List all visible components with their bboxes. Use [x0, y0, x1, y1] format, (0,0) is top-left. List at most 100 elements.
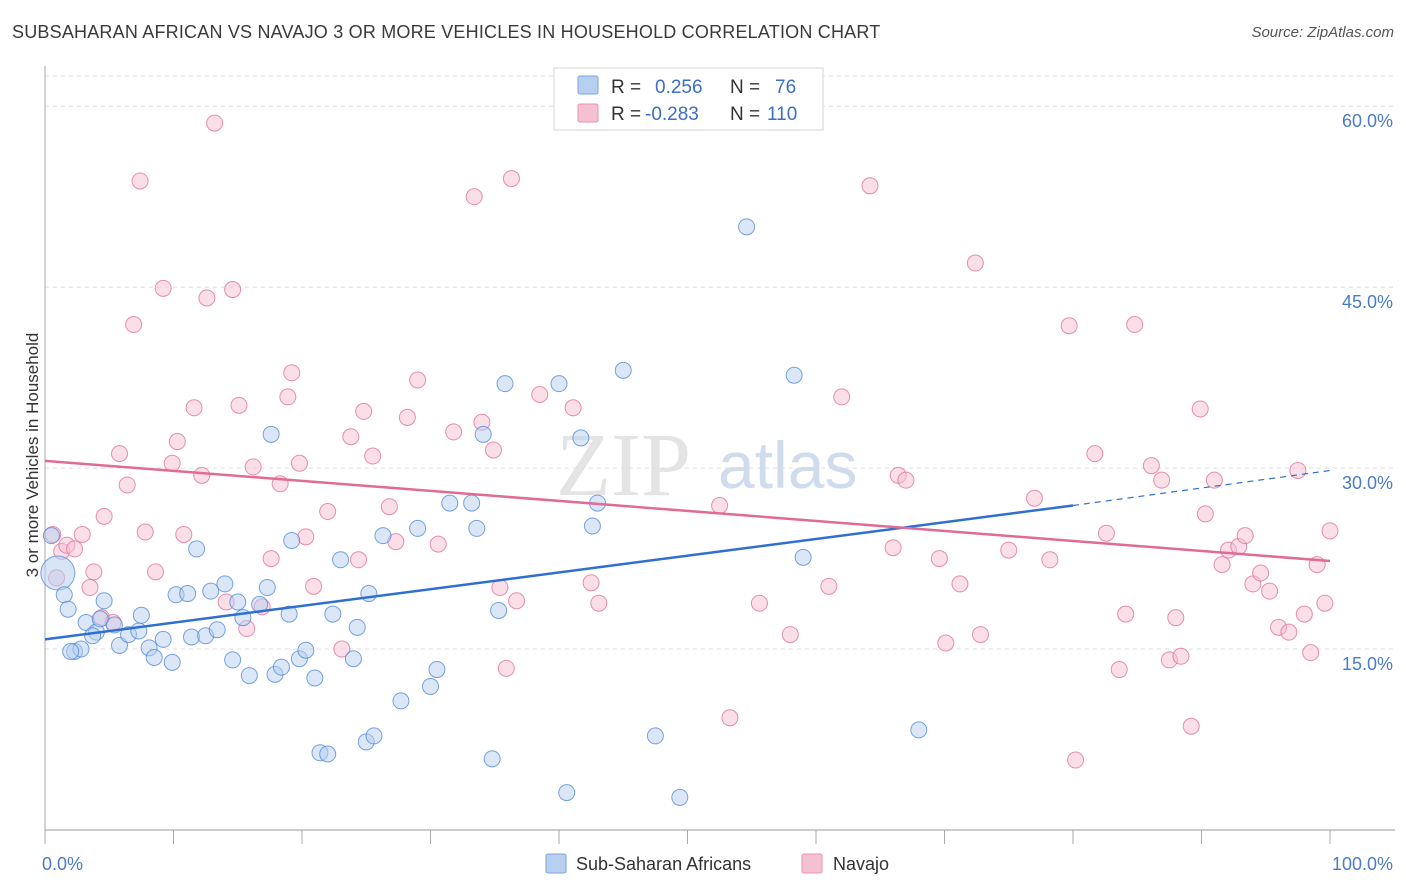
point-navajo: [163, 454, 181, 472]
point-navajo: [131, 172, 149, 190]
point-navajo: [711, 496, 729, 514]
point-subsaharan: [583, 517, 601, 535]
point-subsaharan: [95, 592, 113, 610]
point-navajo: [1172, 647, 1190, 665]
point-subsaharan: [474, 425, 492, 443]
series-legend: Sub-Saharan Africans Navajo: [545, 853, 889, 874]
point-subsaharan: [332, 551, 350, 569]
point-navajo: [168, 433, 186, 451]
point-navajo: [398, 408, 416, 426]
point-navajo: [1196, 505, 1214, 523]
point-subsaharan: [572, 429, 590, 447]
point-navajo: [930, 550, 948, 568]
bottom-legend-label-1: Sub-Saharan Africans: [576, 854, 751, 874]
point-navajo: [154, 279, 172, 297]
y-axis-label: 3 or more Vehicles in Household: [23, 333, 42, 578]
point-navajo: [125, 316, 143, 334]
legend-swatch-blue: [577, 75, 599, 95]
point-subsaharan: [794, 548, 812, 566]
point-navajo: [81, 579, 99, 597]
point-subsaharan: [463, 494, 481, 512]
point-navajo: [564, 399, 582, 417]
gridlines: [45, 75, 1395, 650]
point-navajo: [1252, 564, 1270, 582]
legend-r-label-2: R =: [611, 104, 641, 125]
point-navajo: [111, 445, 129, 463]
point-subsaharan: [348, 618, 366, 636]
point-subsaharan: [738, 218, 756, 236]
point-subsaharan: [319, 745, 337, 763]
point-navajo: [1316, 594, 1334, 612]
point-navajo: [409, 371, 427, 389]
point-subsaharan: [224, 651, 242, 669]
point-navajo: [1126, 316, 1144, 334]
point-navajo: [305, 577, 323, 595]
point-navajo: [861, 177, 879, 195]
point-subsaharan: [280, 605, 298, 623]
point-subsaharan: [496, 375, 514, 393]
point-subsaharan: [550, 375, 568, 393]
trend-line-subsaharan-extension: [1072, 469, 1331, 507]
point-subsaharan: [283, 531, 301, 549]
point-subsaharan: [441, 494, 459, 512]
point-navajo: [290, 454, 308, 472]
trend-lines: [44, 459, 1331, 641]
point-subsaharan: [202, 582, 220, 600]
point-navajo: [350, 551, 368, 569]
point-navajo: [429, 535, 447, 553]
point-navajo: [279, 388, 297, 406]
point-navajo: [1025, 489, 1043, 507]
point-subsaharan: [91, 610, 109, 628]
legend-n-label-1: N =: [730, 77, 760, 98]
x-tick-label-min: 0.0%: [42, 854, 83, 874]
point-navajo: [1167, 609, 1185, 627]
point-navajo: [333, 640, 351, 658]
point-subsaharan: [179, 585, 197, 603]
point-subsaharan: [297, 641, 315, 659]
point-navajo: [937, 634, 955, 652]
legend-n-value-1: 76: [775, 77, 796, 98]
point-navajo: [750, 594, 768, 612]
point-navajo: [1205, 471, 1223, 489]
point-navajo: [1086, 445, 1104, 463]
point-subsaharan: [240, 667, 258, 685]
bottom-legend-swatch-blue: [545, 853, 567, 874]
point-navajo: [73, 525, 91, 543]
point-navajo: [1321, 522, 1339, 540]
point-navajo: [244, 458, 262, 476]
point-navajo: [1097, 524, 1115, 542]
point-subsaharan: [392, 692, 410, 710]
point-subsaharan: [182, 628, 200, 646]
point-navajo: [833, 388, 851, 406]
point-navajo: [820, 577, 838, 595]
point-subsaharan: [422, 677, 439, 695]
point-navajo: [230, 396, 248, 414]
chart-title: SUBSAHARAN AFRICAN VS NAVAJO 3 OR MORE V…: [12, 22, 881, 42]
trend-line-navajo: [44, 459, 1331, 563]
point-navajo: [465, 188, 483, 206]
point-subsaharan: [483, 750, 501, 768]
point-navajo: [1000, 541, 1018, 559]
point-navajo: [966, 254, 984, 272]
y-tick-labels: 15.0% 30.0% 45.0% 60.0%: [1342, 111, 1393, 674]
point-subsaharan: [55, 586, 73, 604]
point-navajo: [297, 528, 315, 546]
watermark: ZIP atlas: [556, 416, 857, 515]
point-navajo: [1261, 582, 1279, 600]
scatter-points: [40, 114, 1339, 806]
point-navajo: [364, 447, 382, 465]
point-subsaharan: [262, 425, 280, 443]
point-navajo: [1280, 623, 1298, 641]
point-navajo: [118, 476, 136, 494]
point-navajo: [355, 402, 373, 420]
point-subsaharan: [344, 650, 362, 668]
y-tick-label: 45.0%: [1342, 292, 1393, 312]
point-subsaharan: [324, 605, 342, 623]
point-navajo: [721, 709, 739, 727]
point-navajo: [185, 399, 203, 417]
point-navajo: [147, 563, 165, 581]
point-navajo: [175, 525, 193, 543]
point-navajo: [508, 592, 526, 610]
y-tick-label: 60.0%: [1342, 111, 1393, 131]
point-subsaharan: [216, 575, 234, 593]
